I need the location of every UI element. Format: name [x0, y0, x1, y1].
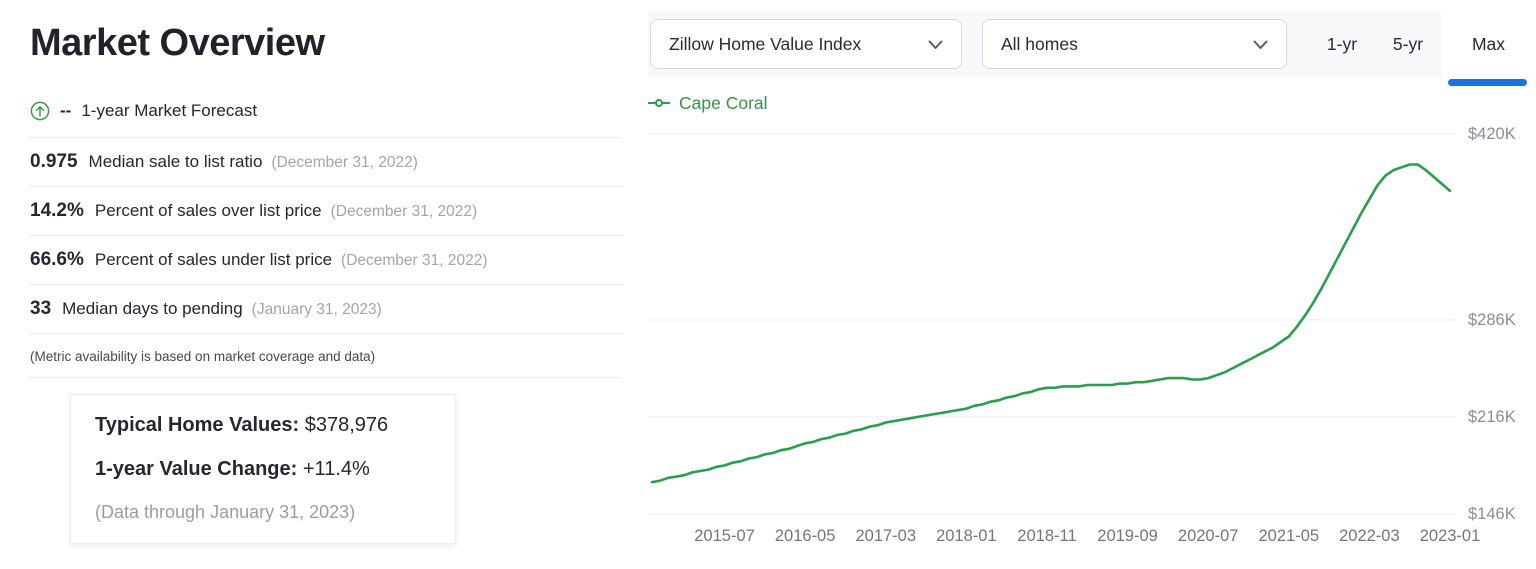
tab-1yr-label: 1-yr	[1326, 34, 1358, 54]
chart-panel: Zillow Home Value Index All homes 1-yr 5…	[648, 0, 1536, 569]
series-marker-icon	[648, 98, 670, 108]
stat-label: Median sale to list ratio	[88, 152, 263, 171]
y-axis-label: $216K	[1468, 407, 1516, 426]
series-line-cape-coral	[650, 163, 1452, 484]
y-axis-label: $286K	[1468, 310, 1516, 329]
market-forecast-row: -- 1-year Market Forecast	[30, 101, 622, 138]
tab-5yr[interactable]: 5-yr	[1375, 10, 1441, 78]
stat-date: (December 31, 2022)	[330, 203, 478, 220]
value-change-label: 1-year Value Change:	[95, 458, 298, 480]
stat-row-sales-under-list: 66.6% Percent of sales under list price …	[30, 236, 622, 285]
stat-label: Median days to pending	[62, 299, 243, 318]
x-axis-label: 2021-05	[1258, 527, 1320, 545]
home-type-dropdown-value: All homes	[1001, 33, 1078, 54]
chevron-down-icon	[928, 34, 943, 55]
stat-label: Percent of sales over list price	[94, 201, 322, 220]
chevron-down-icon	[1253, 34, 1268, 55]
stat-row-median-days-to-pending: 33 Median days to pending (January 31, 2…	[30, 285, 622, 334]
arrow-up-circle-icon	[30, 101, 50, 121]
stat-date: (December 31, 2022)	[341, 252, 488, 269]
typical-home-values-label: Typical Home Values:	[95, 414, 300, 436]
x-axis-label: 2023-01	[1419, 527, 1481, 545]
stat-value: 33	[30, 298, 52, 319]
stat-value: 66.6%	[30, 249, 84, 270]
metric-dropdown-value: Zillow Home Value Index	[669, 33, 862, 54]
value-change-value: +11.4%	[302, 458, 370, 480]
active-tab-underline	[1448, 79, 1527, 86]
forecast-label: 1-year Market Forecast	[81, 101, 258, 120]
value-change-line: 1-year Value Change: +11.4%	[95, 458, 431, 481]
metric-availability-note: (Metric availability is based on market …	[30, 334, 622, 378]
stat-row-sales-over-list: 14.2% Percent of sales over list price (…	[30, 187, 622, 236]
stat-date: (January 31, 2023)	[251, 301, 382, 318]
tab-max-label: Max	[1471, 34, 1506, 54]
y-axis-label: $420K	[1468, 125, 1516, 143]
stat-row-median-sale-to-list: 0.975 Median sale to list ratio (Decembe…	[30, 138, 622, 187]
stat-value: 14.2%	[30, 200, 84, 221]
stat-date: (December 31, 2022)	[271, 154, 418, 171]
x-axis-label: 2015-07	[694, 527, 755, 545]
legend-series-label: Cape Coral	[679, 92, 768, 113]
stat-value: 0.975	[30, 151, 78, 172]
typical-home-values-value: $378,976	[304, 414, 389, 436]
forecast-value: --	[60, 101, 72, 120]
x-axis-label: 2019-09	[1097, 527, 1158, 545]
page-title: Market Overview	[30, 22, 325, 64]
metric-dropdown[interactable]: Zillow Home Value Index	[650, 19, 962, 69]
chart-controls-bar: Zillow Home Value Index All homes 1-yr 5…	[648, 10, 1536, 86]
home-type-dropdown[interactable]: All homes	[982, 19, 1287, 69]
x-axis-label: 2016-05	[774, 527, 836, 545]
market-overview-panel: Market Overview -- 1-year Market Forecas…	[30, 0, 622, 544]
x-axis-label: 2017-03	[855, 527, 917, 545]
y-axis-label: $146K	[1468, 505, 1516, 523]
x-axis-label: 2020-07	[1177, 527, 1239, 545]
chart-legend: Cape Coral	[648, 91, 1536, 115]
tab-max[interactable]: Max	[1441, 10, 1536, 86]
x-axis-label: 2018-01	[936, 527, 997, 545]
stat-label: Percent of sales under list price	[94, 250, 333, 269]
tab-5yr-label: 5-yr	[1392, 34, 1424, 54]
home-value-chart[interactable]: $420K $286K $216K $146K 2015-07 2016-05 2017-…	[648, 119, 1536, 569]
typical-home-values-line: Typical Home Values: $378,976	[95, 414, 431, 437]
data-through-note: (Data through January 31, 2023)	[95, 502, 356, 522]
tab-1yr[interactable]: 1-yr	[1309, 10, 1375, 78]
x-axis-label: 2022-03	[1339, 527, 1400, 545]
x-axis-label: 2018-11	[1017, 527, 1077, 545]
typical-home-values-card: Typical Home Values: $378,976 1-year Val…	[70, 394, 456, 544]
chart-plot-area[interactable]	[648, 119, 1455, 519]
